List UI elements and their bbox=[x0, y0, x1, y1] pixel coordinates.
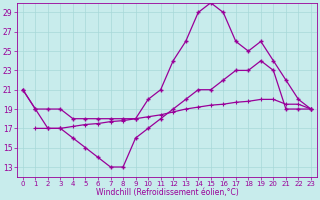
X-axis label: Windchill (Refroidissement éolien,°C): Windchill (Refroidissement éolien,°C) bbox=[96, 188, 238, 197]
